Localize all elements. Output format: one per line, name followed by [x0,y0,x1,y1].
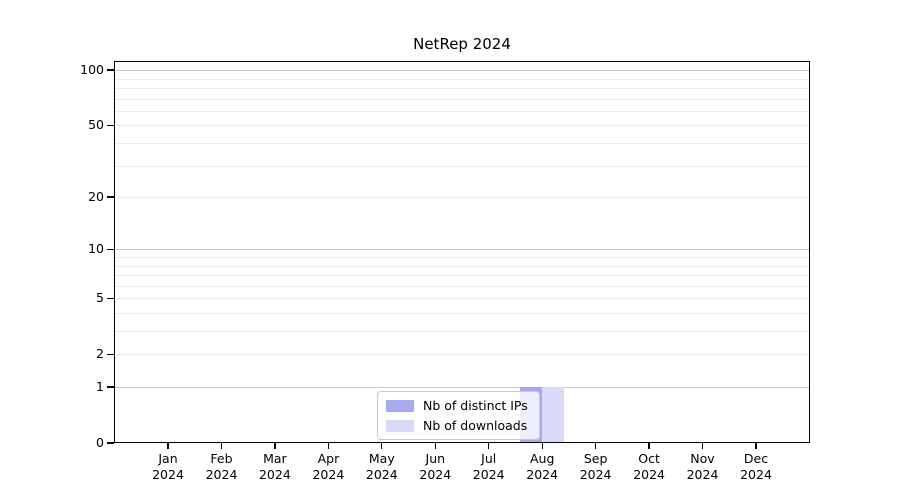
x-tick-label: Sep 2024 [556,451,636,483]
x-tick-label: Apr 2024 [288,451,368,483]
x-tick-month: Feb [210,451,233,466]
legend-label-downloads: Nb of downloads [423,418,528,433]
y-gridline-major [114,70,810,72]
y-gridline-minor [114,312,810,314]
y-gridline-minor [114,331,810,332]
y-gridline-minor [114,298,810,300]
x-tick-label: Oct 2024 [609,451,689,483]
legend-swatch-distinct-ips-icon [386,399,414,412]
x-tick-month: Jan [158,451,178,466]
x-tick-month: Dec [743,451,769,466]
y-tick-label: 5 [96,290,104,306]
y-gridline-minor [114,142,810,144]
x-tick-year: 2024 [579,467,612,482]
y-gridline-major [114,387,810,388]
x-tick [327,443,330,449]
y-tick-label: 0 [96,435,104,450]
x-tick-month: Jun [425,451,446,466]
x-tick-month: Aug [529,451,555,466]
y-gridline-minor [114,125,810,127]
y-tick [107,69,114,71]
x-tick-year: 2024 [526,467,559,482]
x-tick-month: Oct [638,451,660,466]
y-gridline-major [114,249,810,251]
x-tick [167,443,169,449]
y-gridline-minor [114,354,810,356]
y-gridline-minor [114,110,810,112]
y-tick-label: 50 [88,117,104,133]
x-tick-year: 2024 [472,467,505,482]
chart-title: NetRep 2024 [413,35,511,53]
y-gridline-minor [114,78,810,80]
y-tick [107,297,114,299]
y-gridline-minor [114,87,810,89]
y-gridline-minor [114,256,810,258]
x-tick-year: 2024 [152,467,184,482]
y-gridline-minor [114,285,810,287]
x-tick-month: Nov [690,451,715,466]
y-tick-label: 10 [88,241,104,257]
x-tick-year: 2024 [312,467,345,482]
legend: Nb of distinct IPs Nb of downloads [377,391,540,440]
x-tick [648,443,650,449]
x-tick [755,443,757,449]
x-tick [381,443,383,449]
x-tick-label: Aug 2024 [502,451,582,483]
x-tick [274,443,276,449]
x-tick-year: 2024 [740,467,772,482]
x-tick-year: 2024 [633,467,665,482]
y-gridline-minor [114,98,810,100]
y-tick-label: 1 [96,379,104,394]
x-tick [701,443,704,449]
x-tick-year: 2024 [205,467,238,482]
plot-area: Nb of distinct IPs Nb of downloads [114,61,810,443]
y-tick [107,442,114,444]
x-tick-month: May [368,451,395,466]
y-tick-label: 100 [80,62,104,78]
legend-item-downloads[interactable]: Nb of downloads [386,418,528,433]
x-tick-year: 2024 [258,467,291,482]
x-tick-label: Jan 2024 [128,451,208,483]
x-tick [594,443,597,449]
x-tick [488,443,490,449]
x-tick-label: Jul 2024 [449,451,529,483]
x-tick [541,443,543,449]
x-tick-label: Mar 2024 [235,451,315,483]
x-tick [220,443,223,449]
x-tick-month: Sep [583,451,608,466]
y-gridline-minor [114,265,810,267]
plot-frame [114,61,810,443]
legend-swatch-downloads-icon [386,419,414,432]
x-tick-month: Mar [263,451,287,466]
y-gridline-minor [114,197,810,198]
y-tick-label: 20 [88,189,104,204]
x-tick [434,443,436,449]
y-tick [107,353,114,355]
y-tick-label: 2 [96,346,104,362]
x-tick-year: 2024 [686,467,719,482]
x-tick-month: Jul [481,451,497,466]
x-tick-label: Nov 2024 [663,451,743,483]
y-tick [107,196,114,198]
x-tick-label: May 2024 [342,451,422,483]
x-tick-year: 2024 [365,467,398,482]
x-tick-year: 2024 [419,467,452,482]
bar-downloads[interactable] [542,387,565,443]
y-tick [107,386,114,388]
y-tick [107,248,114,250]
y-tick [107,124,114,126]
y-gridline-minor [114,275,810,276]
x-tick-month: Apr [317,451,340,466]
x-tick-label: Jun 2024 [395,451,475,483]
legend-item-distinct-ips[interactable]: Nb of distinct IPs [386,398,528,413]
legend-label-distinct-ips: Nb of distinct IPs [423,398,528,413]
x-tick-label: Feb 2024 [182,451,262,483]
y-gridline-minor [114,165,810,167]
x-tick-label: Dec 2024 [716,451,796,483]
